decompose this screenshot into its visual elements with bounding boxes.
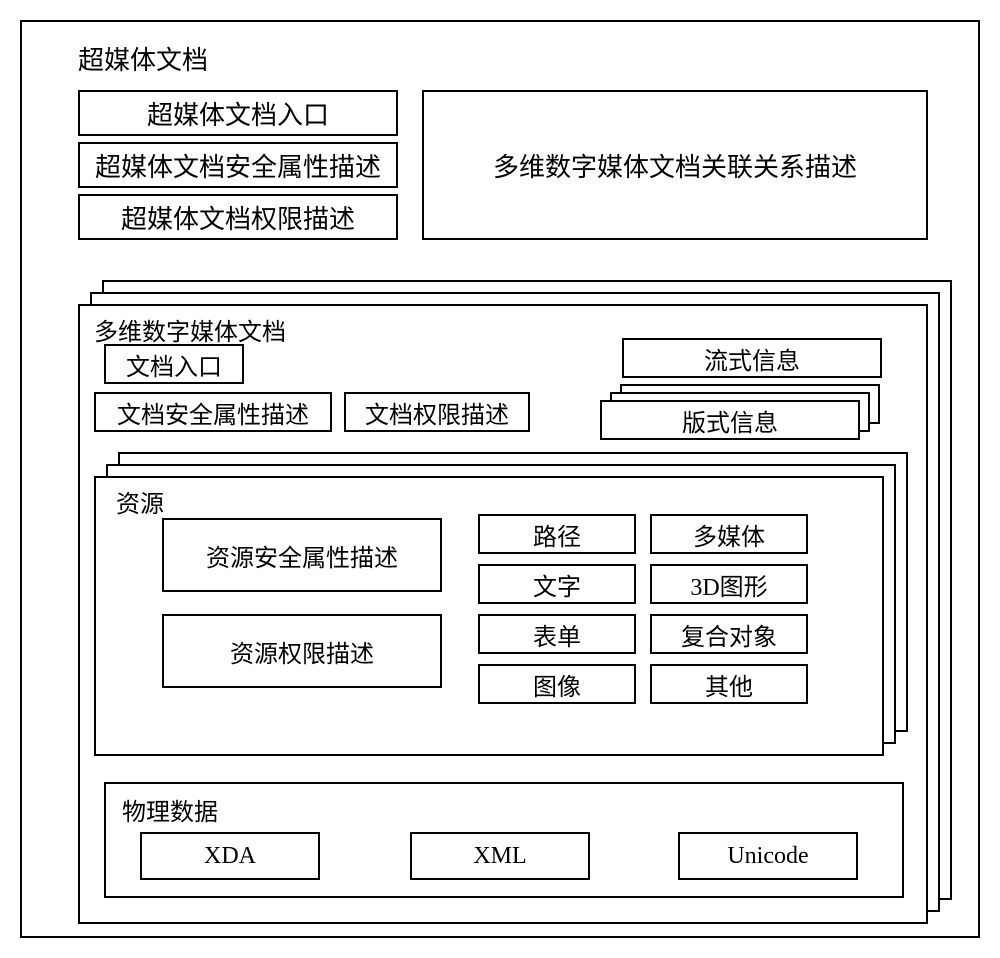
type-path-label: 路径	[533, 517, 581, 552]
resource-security-label: 资源安全属性描述	[206, 538, 398, 573]
physical-xml-label: XML	[473, 843, 526, 870]
resource-permission-label: 资源权限描述	[230, 634, 374, 669]
physical-xda-box: XDA	[140, 832, 320, 880]
type-3d-box: 3D图形	[650, 564, 808, 604]
hypermedia-security-label: 超媒体文档安全属性描述	[95, 147, 381, 184]
hypermedia-entry-label: 超媒体文档入口	[147, 95, 329, 132]
type-text-label: 文字	[533, 567, 581, 602]
physical-xml-box: XML	[410, 832, 590, 880]
type-composite-label: 复合对象	[681, 617, 777, 652]
type-other-label: 其他	[705, 667, 753, 702]
type-form-box: 表单	[478, 614, 636, 654]
relation-description-box: 多维数字媒体文档关联关系描述	[422, 90, 928, 240]
relation-description-label: 多维数字媒体文档关联关系描述	[493, 147, 857, 184]
resource-permission-box: 资源权限描述	[162, 614, 442, 688]
type-composite-box: 复合对象	[650, 614, 808, 654]
format-info-label: 版式信息	[682, 403, 778, 438]
physical-unicode-box: Unicode	[678, 832, 858, 880]
type-3d-label: 3D图形	[690, 567, 767, 602]
mdoc-security-box: 文档安全属性描述	[94, 392, 332, 432]
hypermedia-permission-label: 超媒体文档权限描述	[121, 199, 355, 236]
stream-info-box: 流式信息	[622, 338, 882, 378]
type-form-label: 表单	[533, 617, 581, 652]
type-path-box: 路径	[478, 514, 636, 554]
mdoc-entry-label: 文档入口	[126, 347, 222, 382]
hypermedia-entry-box: 超媒体文档入口	[78, 90, 398, 136]
mdoc-security-label: 文档安全属性描述	[117, 395, 309, 430]
type-multimedia-box: 多媒体	[650, 514, 808, 554]
resource-security-box: 资源安全属性描述	[162, 518, 442, 592]
outer-title: 超媒体文档	[78, 40, 208, 77]
type-text-box: 文字	[478, 564, 636, 604]
format-info-box: 版式信息	[600, 400, 860, 440]
type-image-box: 图像	[478, 664, 636, 704]
type-image-label: 图像	[533, 667, 581, 702]
physical-unicode-label: Unicode	[727, 843, 808, 870]
mdoc-permission-box: 文档权限描述	[344, 392, 530, 432]
physical-title: 物理数据	[122, 792, 218, 827]
hypermedia-permission-box: 超媒体文档权限描述	[78, 194, 398, 240]
resource-title: 资源	[116, 484, 164, 519]
type-multimedia-label: 多媒体	[693, 517, 765, 552]
physical-xda-label: XDA	[204, 843, 256, 870]
hypermedia-document-diagram: 超媒体文档 超媒体文档入口 超媒体文档安全属性描述 超媒体文档权限描述 多维数字…	[20, 20, 980, 938]
mdoc-entry-box: 文档入口	[104, 344, 244, 384]
mdoc-permission-label: 文档权限描述	[365, 395, 509, 430]
type-other-box: 其他	[650, 664, 808, 704]
hypermedia-security-box: 超媒体文档安全属性描述	[78, 142, 398, 188]
mdoc-title: 多维数字媒体文档	[94, 312, 286, 347]
stream-info-label: 流式信息	[704, 341, 800, 376]
